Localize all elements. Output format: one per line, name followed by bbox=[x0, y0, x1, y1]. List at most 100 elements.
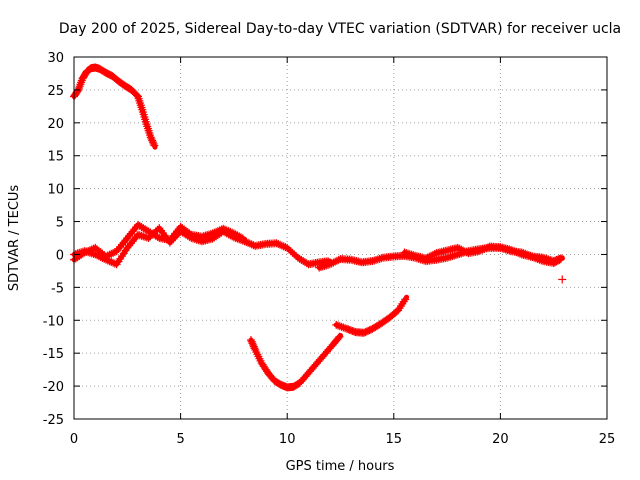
data-point bbox=[249, 340, 258, 349]
data-point bbox=[482, 244, 491, 253]
data-point bbox=[153, 225, 162, 234]
y-axis-label: SDTVAR / TECUs bbox=[7, 185, 22, 292]
data-point bbox=[82, 247, 91, 256]
data-point bbox=[150, 141, 159, 150]
data-point bbox=[274, 240, 283, 249]
data-point bbox=[286, 247, 295, 256]
data-point bbox=[421, 254, 430, 263]
x-tick-label: 0 bbox=[70, 432, 78, 447]
data-point bbox=[132, 91, 141, 100]
data-point bbox=[401, 295, 410, 304]
data-point bbox=[105, 250, 114, 259]
data-point bbox=[325, 260, 334, 269]
data-point bbox=[335, 322, 344, 331]
data-point bbox=[231, 230, 240, 239]
data-point bbox=[146, 133, 155, 142]
y-tick-label: 0 bbox=[56, 248, 64, 263]
data-point bbox=[210, 228, 219, 237]
y-tick-label: 10 bbox=[47, 183, 64, 198]
data-point bbox=[246, 336, 255, 345]
y-tick-label: 20 bbox=[47, 117, 64, 132]
data-point bbox=[430, 250, 439, 259]
data-point bbox=[101, 252, 110, 261]
y-tick-label: 30 bbox=[47, 51, 64, 66]
data-point bbox=[556, 255, 565, 264]
y-tick-label: -10 bbox=[43, 314, 64, 329]
data-point bbox=[428, 250, 437, 259]
data-point bbox=[229, 229, 238, 238]
data-point bbox=[425, 252, 434, 261]
data-point bbox=[109, 258, 118, 267]
data-point bbox=[149, 139, 158, 148]
data-point bbox=[89, 244, 98, 253]
data-point bbox=[248, 339, 257, 348]
series-arc-low bbox=[246, 332, 344, 392]
data-point bbox=[528, 253, 537, 262]
data-point bbox=[212, 227, 221, 236]
data-point bbox=[276, 240, 285, 249]
data-point bbox=[512, 248, 521, 257]
data-point bbox=[77, 78, 86, 87]
data-point bbox=[244, 238, 253, 247]
y-tick-label: -5 bbox=[51, 281, 64, 296]
data-point bbox=[238, 234, 247, 243]
data-point bbox=[247, 337, 256, 346]
data-point bbox=[185, 229, 194, 238]
data-point bbox=[331, 257, 340, 266]
data-point bbox=[85, 246, 94, 255]
data-point bbox=[109, 248, 118, 257]
x-axis-label: GPS time / hours bbox=[286, 459, 395, 474]
data-point bbox=[478, 245, 487, 254]
data-point bbox=[222, 226, 231, 235]
data-point bbox=[110, 259, 119, 268]
plot-border bbox=[73, 56, 608, 420]
series-band-near-zero-b bbox=[70, 220, 248, 264]
y-tick-label: 15 bbox=[47, 150, 64, 165]
data-point bbox=[80, 248, 89, 257]
data-point bbox=[84, 246, 93, 255]
data-point bbox=[334, 334, 343, 343]
data-point bbox=[215, 226, 224, 235]
x-tick-label: 25 bbox=[599, 432, 616, 447]
data-point bbox=[213, 227, 222, 236]
y-tick-label: -20 bbox=[43, 380, 64, 395]
data-point bbox=[75, 82, 84, 91]
data-point bbox=[219, 224, 228, 233]
data-point bbox=[476, 246, 485, 255]
y-tick-label: 5 bbox=[56, 216, 64, 231]
data-point bbox=[148, 136, 157, 145]
data-point bbox=[76, 80, 85, 89]
data-point bbox=[290, 250, 299, 259]
data-point bbox=[147, 134, 156, 143]
data-point bbox=[533, 255, 542, 264]
data-point bbox=[284, 245, 293, 254]
data-point bbox=[455, 244, 464, 253]
data-point bbox=[427, 251, 436, 260]
data-point bbox=[208, 229, 217, 238]
y-tick-label: -15 bbox=[43, 347, 64, 362]
data-point bbox=[537, 256, 546, 265]
data-point bbox=[245, 239, 254, 248]
data-point bbox=[221, 225, 230, 234]
data-point bbox=[457, 245, 466, 254]
x-tick-label: 5 bbox=[176, 432, 184, 447]
data-point bbox=[148, 138, 157, 147]
data-point bbox=[272, 239, 281, 248]
data-point bbox=[514, 248, 523, 257]
data-point bbox=[535, 255, 544, 264]
data-point bbox=[279, 242, 288, 251]
data-point bbox=[235, 232, 244, 241]
data-point bbox=[247, 240, 256, 249]
data-point bbox=[329, 258, 338, 267]
data-point bbox=[228, 228, 237, 237]
data-point bbox=[237, 233, 246, 242]
data-point bbox=[327, 259, 336, 268]
data-point bbox=[423, 253, 432, 262]
data-point bbox=[555, 255, 564, 264]
data-point bbox=[288, 248, 297, 257]
data-point bbox=[334, 255, 343, 264]
data-point bbox=[332, 256, 341, 265]
data-point bbox=[475, 247, 484, 256]
